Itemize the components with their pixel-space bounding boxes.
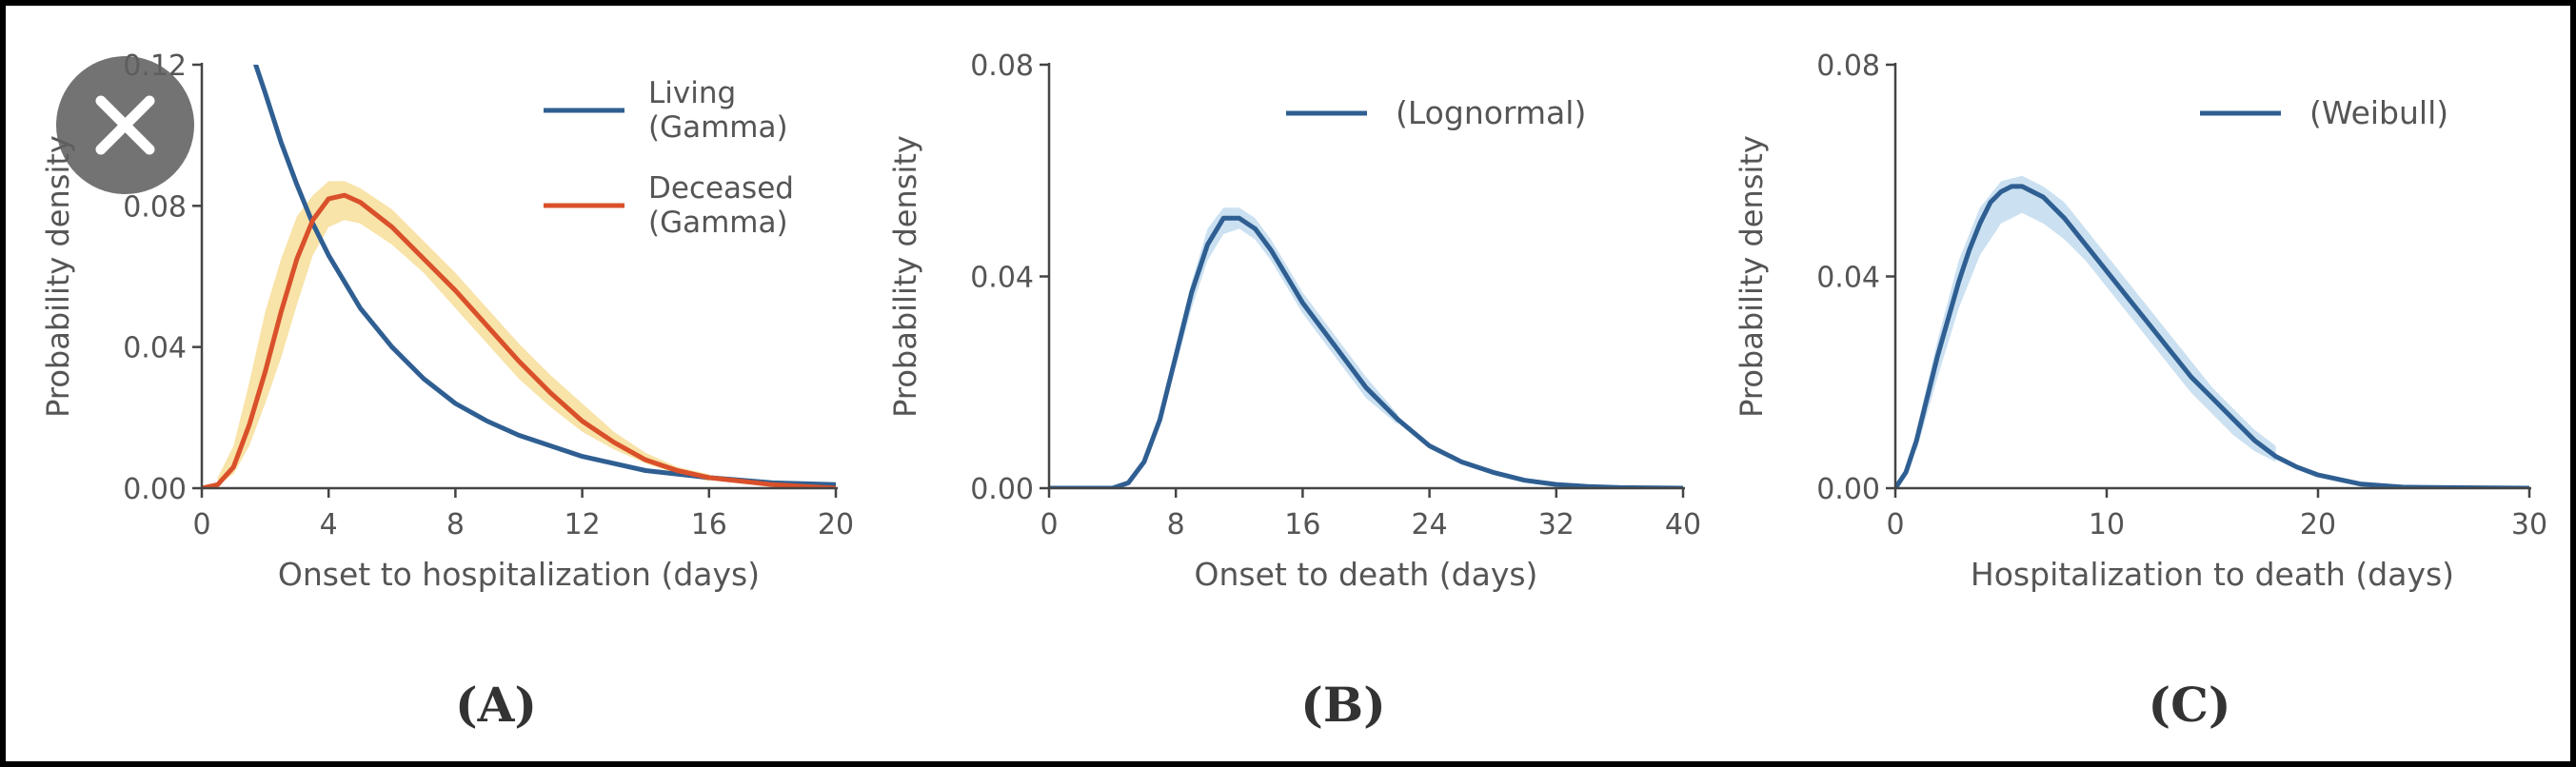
panel-caption: (A) (455, 677, 537, 733)
series-line-2 (202, 192, 836, 488)
x-tick-label: 32 (1538, 508, 1575, 541)
x-tick-label: 0 (1040, 508, 1058, 541)
y-tick-label: 0.04 (1816, 262, 1880, 295)
close-button[interactable] (56, 56, 194, 194)
confidence-band (1176, 207, 1398, 425)
x-tick-label: 8 (1167, 508, 1185, 541)
x-tick-label: 0 (1886, 508, 1904, 541)
series-line-1 (1895, 184, 2529, 488)
confidence-band (1916, 175, 2276, 462)
panel-caption: (B) (1300, 677, 1386, 733)
series-line-1 (253, 65, 836, 487)
y-tick-label: 0.08 (1816, 49, 1880, 83)
y-tick-label: 0.08 (970, 49, 1034, 83)
legend-label: (Weibull) (2309, 94, 2448, 131)
y-tick-label: 0.00 (1816, 473, 1880, 506)
y-axis-label: Probability density (40, 135, 76, 418)
y-tick-label: 0.00 (970, 473, 1034, 506)
x-tick-label: 16 (691, 508, 727, 541)
x-tick-label: 20 (2300, 508, 2336, 541)
y-tick-label: 0.04 (970, 262, 1034, 295)
x-tick-label: 24 (1412, 508, 1448, 541)
x-tick-label: 20 (818, 508, 854, 541)
x-axis-label: Hospitalization to death (days) (1971, 556, 2454, 593)
legend-label: Living (Gamma) (648, 76, 788, 145)
panel-caption: (C) (2148, 677, 2230, 733)
legend-label: Deceased (Gamma) (648, 171, 794, 240)
x-tick-label: 12 (565, 508, 601, 541)
x-tick-label: 10 (2089, 508, 2125, 541)
confidence-band (217, 181, 709, 485)
series-line-1 (1049, 215, 1683, 488)
y-axis-label: Probability density (887, 135, 923, 418)
x-axis-label: Onset to hospitalization (days) (278, 556, 760, 593)
x-tick-label: 0 (192, 508, 210, 541)
y-axis-label: Probability density (1734, 135, 1770, 418)
y-tick-label: 0.00 (123, 473, 187, 506)
close-icon (95, 95, 155, 155)
x-tick-label: 40 (1665, 508, 1701, 541)
x-tick-label: 4 (320, 508, 338, 541)
legend-label: (Lognormal) (1396, 94, 1586, 131)
chart-panel-b: 0 8 16 24 32 40 0.00 0.04 0.08 Onset to death (da… (887, 49, 1701, 733)
x-tick-label: 16 (1284, 508, 1320, 541)
x-tick-label: 8 (446, 508, 465, 541)
y-tick-label: 0.08 (123, 190, 187, 224)
y-tick-label: 0.04 (123, 332, 187, 365)
chart-panel-c: 0 10 20 30 0.00 0.04 0.08 Hospitalization to de… (1734, 49, 2547, 733)
x-axis-label: Onset to death (days) (1195, 556, 1538, 593)
x-tick-label: 30 (2511, 508, 2547, 541)
